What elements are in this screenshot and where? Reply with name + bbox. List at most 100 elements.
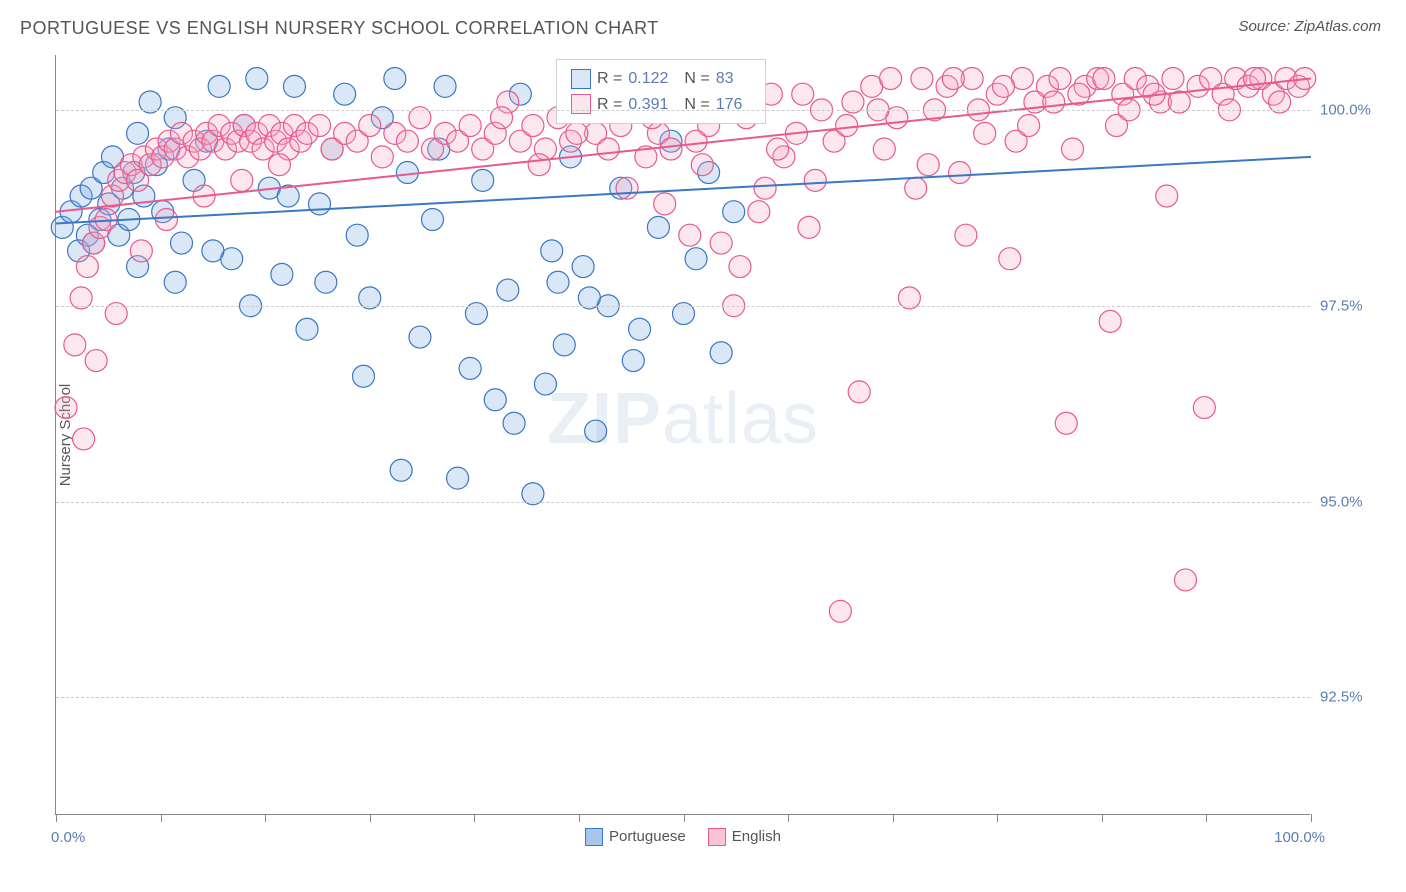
x-tick <box>474 814 475 822</box>
scatter-point <box>541 240 563 262</box>
scatter-point <box>309 115 331 137</box>
scatter-point <box>691 154 713 176</box>
scatter-point <box>993 75 1015 97</box>
x-tick <box>997 814 998 822</box>
x-tick <box>265 814 266 822</box>
stat-row: R =0.391N =176 <box>571 92 751 118</box>
scatter-point <box>654 193 676 215</box>
scatter-point <box>409 326 431 348</box>
scatter-point <box>371 146 393 168</box>
x-tick <box>1102 814 1103 822</box>
scatter-point <box>942 68 964 90</box>
scatter-point <box>974 122 996 144</box>
scatter-point <box>459 357 481 379</box>
scatter-point <box>597 138 619 160</box>
scatter-point <box>1062 138 1084 160</box>
scatter-point <box>231 169 253 191</box>
gridline-h <box>56 697 1310 698</box>
scatter-point <box>246 68 268 90</box>
stat-r-label: R = <box>597 66 622 92</box>
scatter-point <box>208 75 230 97</box>
scatter-point <box>484 389 506 411</box>
scatter-point <box>729 256 751 278</box>
scatter-point <box>315 271 337 293</box>
legend-label: English <box>732 828 781 845</box>
x-tick <box>161 814 162 822</box>
scatter-point <box>723 201 745 223</box>
scatter-point <box>472 169 494 191</box>
scatter-point <box>459 115 481 137</box>
scatter-point <box>710 342 732 364</box>
scatter-point <box>1093 68 1115 90</box>
x-tick <box>684 814 685 822</box>
scatter-point <box>309 193 331 215</box>
scatter-point <box>917 154 939 176</box>
scatter-point <box>1049 68 1071 90</box>
scatter-point <box>792 83 814 105</box>
legend-bottom: Portuguese English <box>585 828 781 846</box>
scatter-point <box>553 334 575 356</box>
scatter-point <box>616 177 638 199</box>
scatter-point <box>911 68 933 90</box>
stat-swatch <box>571 94 591 114</box>
scatter-point <box>55 397 77 419</box>
scatter-point <box>955 224 977 246</box>
x-tick <box>370 814 371 822</box>
x-axis-max-label: 100.0% <box>1274 829 1325 846</box>
scatter-point <box>271 263 293 285</box>
scatter-point <box>64 334 86 356</box>
scatter-point <box>647 216 669 238</box>
x-tick <box>56 814 57 822</box>
scatter-svg <box>56 55 1310 814</box>
scatter-point <box>283 75 305 97</box>
scatter-point <box>622 350 644 372</box>
scatter-point <box>171 232 193 254</box>
gridline-h <box>56 502 1310 503</box>
scatter-point <box>710 232 732 254</box>
gridline-h <box>56 110 1310 111</box>
scatter-point <box>585 420 607 442</box>
scatter-point <box>422 209 444 231</box>
stat-r-label: R = <box>597 92 622 118</box>
scatter-point <box>798 216 820 238</box>
scatter-point <box>547 271 569 293</box>
scatter-point <box>685 248 707 270</box>
stat-n-label: N = <box>684 92 709 118</box>
scatter-point <box>873 138 895 160</box>
legend-label: Portuguese <box>609 828 686 845</box>
scatter-point <box>1055 412 1077 434</box>
scatter-point <box>155 209 177 231</box>
scatter-point <box>1175 569 1197 591</box>
scatter-point <box>447 467 469 489</box>
x-tick <box>893 814 894 822</box>
x-tick <box>1206 814 1207 822</box>
stat-row: R =0.122N = 83 <box>571 66 751 92</box>
stat-r-value: 0.122 <box>628 66 678 92</box>
scatter-point <box>73 428 95 450</box>
scatter-point <box>949 162 971 184</box>
scatter-point <box>346 224 368 246</box>
y-tick-label: 95.0% <box>1320 493 1382 510</box>
scatter-point <box>434 75 456 97</box>
stat-n-value: 176 <box>716 92 751 118</box>
scatter-point <box>164 271 186 293</box>
scatter-point <box>1162 68 1184 90</box>
legend-swatch <box>585 828 603 846</box>
scatter-point <box>76 256 98 278</box>
scatter-point <box>85 350 107 372</box>
y-tick-label: 97.5% <box>1320 297 1382 314</box>
stat-n-value: 83 <box>716 66 751 92</box>
scatter-point <box>1099 310 1121 332</box>
scatter-point <box>268 154 290 176</box>
legend-item: English <box>708 828 781 846</box>
scatter-point <box>1193 397 1215 419</box>
scatter-point <box>497 279 519 301</box>
scatter-point <box>534 373 556 395</box>
scatter-point <box>905 177 927 199</box>
scatter-point <box>296 318 318 340</box>
scatter-point <box>829 600 851 622</box>
stat-n-label: N = <box>684 66 709 92</box>
y-tick-label: 92.5% <box>1320 689 1382 706</box>
stat-swatch <box>571 69 591 89</box>
chart-plot-area: Nursery School ZIPatlas R =0.122N =83R =… <box>55 55 1310 815</box>
